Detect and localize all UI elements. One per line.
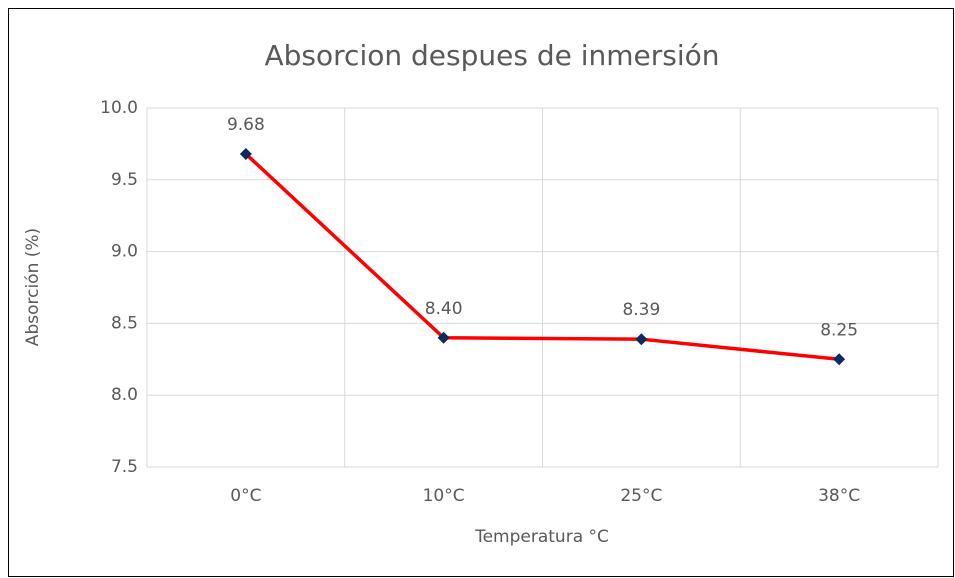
- data-marker: [833, 353, 846, 366]
- x-tick-label: 38°C: [818, 486, 860, 506]
- data-label: 8.39: [622, 300, 660, 320]
- data-label: 8.40: [425, 299, 463, 319]
- y-tick-label: 7.5: [111, 457, 138, 477]
- x-tick-label: 0°C: [230, 486, 261, 506]
- data-marker: [239, 147, 252, 160]
- y-tick-label: 8.0: [111, 385, 138, 405]
- chart-title: Absorcion despues de inmersión: [265, 39, 720, 72]
- data-label: 9.68: [227, 115, 265, 135]
- y-axis-label: Absorción (%): [23, 228, 43, 346]
- x-tick-label: 25°C: [620, 486, 662, 506]
- y-tick-label: 10.0: [100, 98, 138, 118]
- y-tick-label: 9.5: [111, 170, 138, 190]
- data-marker: [635, 333, 648, 346]
- data-marker: [437, 331, 450, 344]
- x-axis-label: Temperatura °C: [474, 527, 609, 547]
- y-tick-label: 9.0: [111, 242, 138, 262]
- y-tick-label: 8.5: [111, 313, 138, 333]
- chart-border: [8, 8, 954, 577]
- data-label: 8.25: [820, 320, 858, 340]
- data-line: [244, 152, 840, 362]
- x-tick-label: 10°C: [423, 486, 465, 506]
